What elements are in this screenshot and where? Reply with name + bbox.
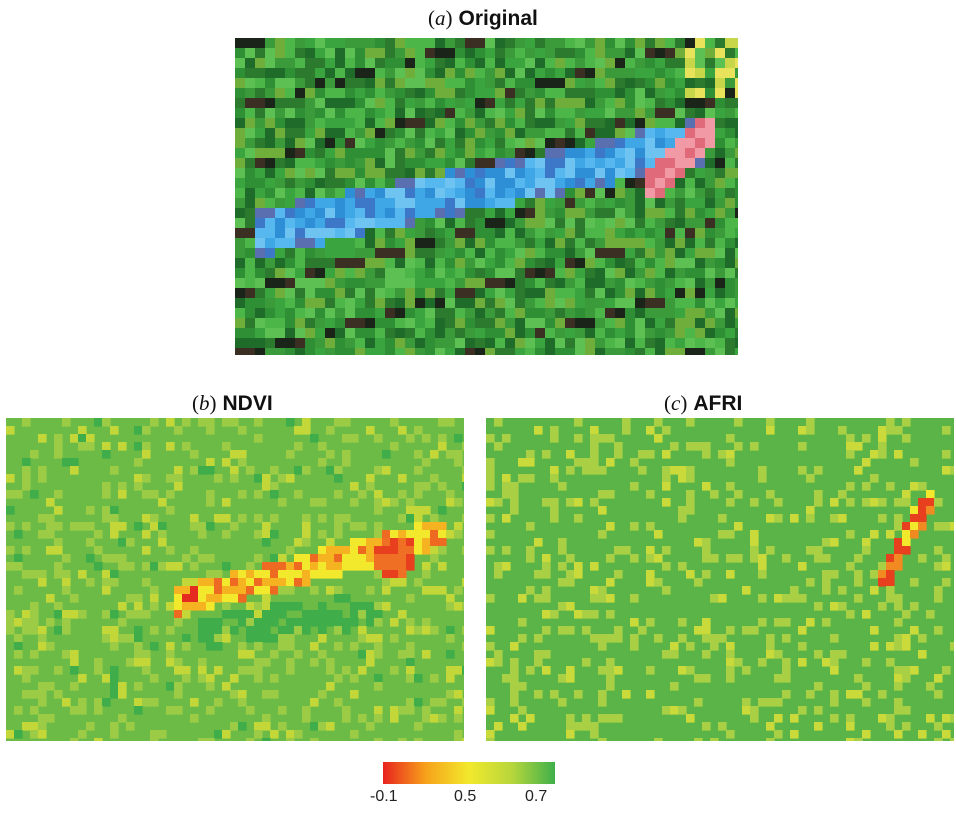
caption-ndvi: (b) NDVI	[192, 391, 273, 415]
colorbar-gradient	[383, 762, 555, 784]
caption-afri: (c) AFRI	[664, 391, 743, 415]
afri-map	[486, 418, 954, 741]
colorbar	[383, 762, 555, 784]
colorbar-tick-max: 0.7	[525, 788, 548, 805]
ndvi-raster	[6, 418, 464, 741]
caption-original: (a) Original	[428, 6, 538, 30]
caption-letter: c	[671, 391, 681, 415]
original-satellite-image	[235, 38, 738, 355]
caption-letter: a	[435, 6, 446, 30]
caption-title: AFRI	[693, 392, 743, 415]
caption-title: NDVI	[222, 392, 273, 415]
afri-raster	[486, 418, 954, 741]
original-image-raster	[235, 38, 738, 355]
caption-title: Original	[458, 7, 538, 30]
caption-letter: b	[199, 391, 210, 415]
colorbar-tick-min: -0.1	[370, 788, 398, 805]
ndvi-map	[6, 418, 464, 741]
colorbar-tick-mid: 0.5	[454, 788, 477, 805]
